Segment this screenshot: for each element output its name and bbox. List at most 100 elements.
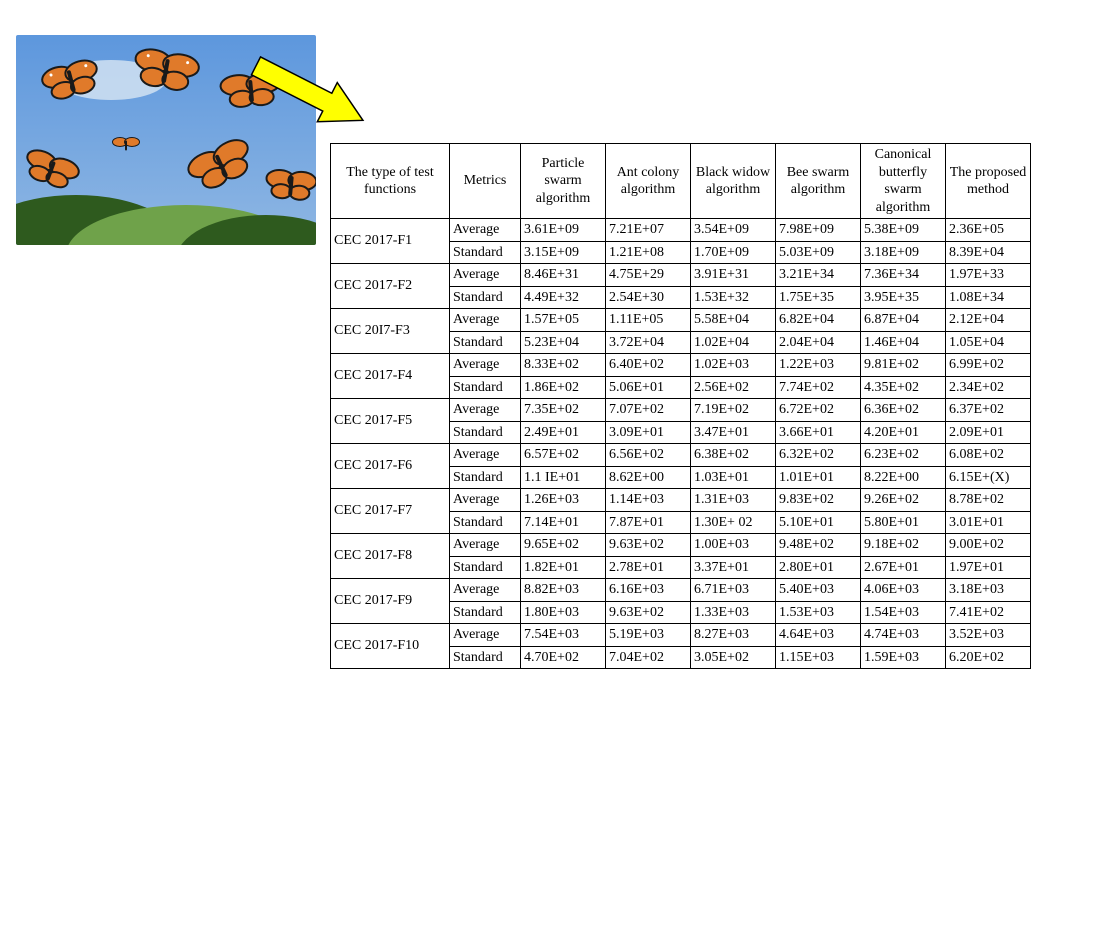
function-name: CEC 2017-F1 [331, 219, 450, 264]
cell-value: 3.47E+01 [691, 421, 776, 444]
cell-value: 1.86E+02 [521, 376, 606, 399]
metric-average: Average [450, 264, 521, 287]
cell-value: 9.63E+02 [606, 601, 691, 624]
cell-value: 1.22E+03 [776, 354, 861, 377]
cell-value: 1.11E+05 [606, 309, 691, 332]
cell-value: 5.19E+03 [606, 624, 691, 647]
cell-value: 7.41E+02 [946, 601, 1031, 624]
cell-value: 3.05E+02 [691, 646, 776, 669]
cell-value: 2.04E+04 [776, 331, 861, 354]
cell-value: 6.99E+02 [946, 354, 1031, 377]
cell-value: 5.06E+01 [606, 376, 691, 399]
cell-value: 6.16E+03 [606, 579, 691, 602]
cell-value: 3.66E+01 [776, 421, 861, 444]
col-header-bee: Bee swarm algorithm [776, 144, 861, 219]
cell-value: 3.21E+34 [776, 264, 861, 287]
cell-value: 3.91E+31 [691, 264, 776, 287]
function-name: CEC 2017-F10 [331, 624, 450, 669]
cell-value: 8.39E+04 [946, 241, 1031, 264]
cell-value: 3.18E+03 [946, 579, 1031, 602]
table-row: CEC 2017-F6Average6.57E+026.56E+026.38E+… [331, 444, 1031, 467]
cell-value: 1.15E+03 [776, 646, 861, 669]
cell-value: 3.01E+01 [946, 511, 1031, 534]
cell-value: 9.63E+02 [606, 534, 691, 557]
cell-value: 1.53E+03 [776, 601, 861, 624]
cell-value: 2.09E+01 [946, 421, 1031, 444]
cell-value: 8.46E+31 [521, 264, 606, 287]
cell-value: 8.62E+00 [606, 466, 691, 489]
function-name: CEC 2017-F5 [331, 399, 450, 444]
function-name: CEC 2017-F6 [331, 444, 450, 489]
cell-value: 6.38E+02 [691, 444, 776, 467]
metric-standard: Standard [450, 286, 521, 309]
table-row: CEC 2017-F9Average8.82E+036.16E+036.71E+… [331, 579, 1031, 602]
cell-value: 1.26E+03 [521, 489, 606, 512]
cell-value: 9.48E+02 [776, 534, 861, 557]
cell-value: 5.58E+04 [691, 309, 776, 332]
cell-value: 1.46E+04 [861, 331, 946, 354]
table-row: CEC 2017-F8Average9.65E+029.63E+021.00E+… [331, 534, 1031, 557]
table-row: CEC 2017-F2Average8.46E+314.75E+293.91E+… [331, 264, 1031, 287]
metric-standard: Standard [450, 421, 521, 444]
function-name: CEC 20I7-F3 [331, 309, 450, 354]
cell-value: 9.00E+02 [946, 534, 1031, 557]
cell-value: 7.36E+34 [861, 264, 946, 287]
cell-value: 1.1 IE+01 [521, 466, 606, 489]
cell-value: 3.18E+09 [861, 241, 946, 264]
header-row: The type of test functions Metrics Parti… [331, 144, 1031, 219]
cell-value: 7.54E+03 [521, 624, 606, 647]
function-name: CEC 2017-F4 [331, 354, 450, 399]
cell-value: 8.82E+03 [521, 579, 606, 602]
cell-value: 2.49E+01 [521, 421, 606, 444]
cell-value: 2.54E+30 [606, 286, 691, 309]
cell-value: 6.08E+02 [946, 444, 1031, 467]
metric-average: Average [450, 534, 521, 557]
cell-value: 6.37E+02 [946, 399, 1031, 422]
cell-value: 1.33E+03 [691, 601, 776, 624]
cell-value: 7.07E+02 [606, 399, 691, 422]
cell-value: 1.05E+04 [946, 331, 1031, 354]
table-row: CEC 2017-F5Average7.35E+027.07E+027.19E+… [331, 399, 1031, 422]
cell-value: 1.00E+03 [691, 534, 776, 557]
metric-average: Average [450, 489, 521, 512]
metric-standard: Standard [450, 601, 521, 624]
metric-standard: Standard [450, 331, 521, 354]
metric-standard: Standard [450, 466, 521, 489]
cell-value: 1.03E+01 [691, 466, 776, 489]
cell-value: 6.87E+04 [861, 309, 946, 332]
cell-value: 6.23E+02 [861, 444, 946, 467]
cell-value: 5.38E+09 [861, 219, 946, 242]
function-name: CEC 2017-F2 [331, 264, 450, 309]
cell-value: 8.78E+02 [946, 489, 1031, 512]
metric-average: Average [450, 624, 521, 647]
cell-value: 6.20E+02 [946, 646, 1031, 669]
cell-value: 1.97E+01 [946, 556, 1031, 579]
cell-value: 3.61E+09 [521, 219, 606, 242]
cell-value: 7.14E+01 [521, 511, 606, 534]
cell-value: 6.40E+02 [606, 354, 691, 377]
metric-average: Average [450, 444, 521, 467]
cell-value: 1.02E+03 [691, 354, 776, 377]
cell-value: 9.81E+02 [861, 354, 946, 377]
cell-value: 3.72E+04 [606, 331, 691, 354]
metric-standard: Standard [450, 241, 521, 264]
cell-value: 6.82E+04 [776, 309, 861, 332]
metric-average: Average [450, 354, 521, 377]
cell-value: 1.01E+01 [776, 466, 861, 489]
cell-value: 1.97E+33 [946, 264, 1031, 287]
cell-value: 3.52E+03 [946, 624, 1031, 647]
cell-value: 6.15E+(X) [946, 466, 1031, 489]
cell-value: 7.21E+07 [606, 219, 691, 242]
results-table: The type of test functions Metrics Parti… [330, 143, 1031, 669]
metric-average: Average [450, 399, 521, 422]
cell-value: 9.26E+02 [861, 489, 946, 512]
function-name: CEC 2017-F9 [331, 579, 450, 624]
metric-average: Average [450, 579, 521, 602]
cell-value: 5.03E+09 [776, 241, 861, 264]
cell-value: 9.65E+02 [521, 534, 606, 557]
cell-value: 4.64E+03 [776, 624, 861, 647]
cell-value: 1.02E+04 [691, 331, 776, 354]
cell-value: 7.74E+02 [776, 376, 861, 399]
col-header-proposed: The proposed method [946, 144, 1031, 219]
cell-value: 3.15E+09 [521, 241, 606, 264]
